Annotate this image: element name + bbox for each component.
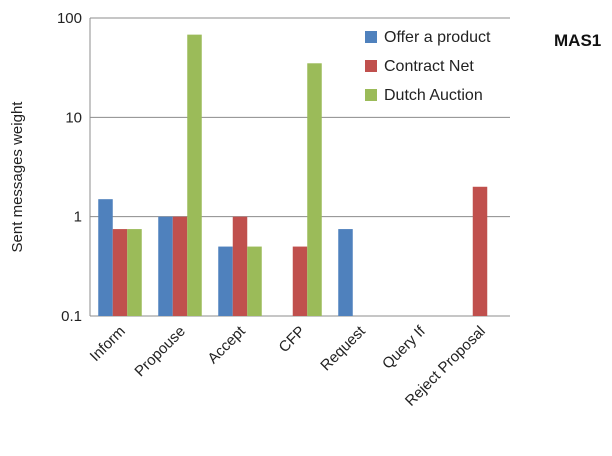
bar-propouse-offer-a-product bbox=[158, 216, 173, 316]
bar-propouse-contract-net bbox=[172, 216, 188, 316]
bar-reject-proposal-contract-net bbox=[472, 186, 488, 316]
y-tick-labels: 100 10 1 0.1 bbox=[57, 10, 82, 325]
y-axis-label: Sent messages weight bbox=[9, 101, 26, 253]
bar-inform-contract-net bbox=[112, 229, 128, 316]
x-tick-label: Propouse bbox=[131, 323, 188, 380]
bar-accept-contract-net bbox=[232, 216, 248, 316]
y-tick-label: 100 bbox=[57, 10, 82, 27]
legend-swatch bbox=[365, 89, 377, 101]
bar-propouse-dutch-auction bbox=[187, 34, 202, 316]
bar-accept-dutch-auction bbox=[247, 246, 262, 316]
legend-swatch bbox=[365, 60, 377, 72]
x-tick-label: Accept bbox=[204, 322, 249, 367]
bar-inform-offer-a-product bbox=[98, 199, 113, 316]
chart-side-label: MAS1 bbox=[554, 31, 601, 50]
bars bbox=[98, 34, 488, 316]
legend-swatch bbox=[365, 31, 377, 43]
legend-label: Dutch Auction bbox=[384, 87, 483, 104]
bar-inform-dutch-auction bbox=[127, 229, 142, 316]
bar-cfp-dutch-auction bbox=[307, 63, 322, 316]
bar-cfp-contract-net bbox=[292, 246, 308, 316]
x-tick-labels: Inform Propouse Accept CFP Request Query IfRe… bbox=[87, 322, 489, 409]
x-tick-label: Query If bbox=[379, 322, 429, 372]
bar-request-offer-a-product bbox=[338, 229, 353, 316]
legend: Offer a product Contract Net Dutch Auction bbox=[365, 29, 491, 104]
x-tick-label: Inform bbox=[87, 323, 129, 365]
bar-accept-offer-a-product bbox=[218, 246, 233, 316]
x-tick-label: Request bbox=[317, 322, 369, 374]
y-tick-label: 10 bbox=[65, 109, 82, 126]
legend-label: Contract Net bbox=[384, 58, 474, 75]
y-tick-label: 0.1 bbox=[61, 308, 82, 325]
y-tick-label: 1 bbox=[74, 209, 82, 226]
legend-label: Offer a product bbox=[384, 29, 491, 46]
x-tick-label: CFP bbox=[276, 323, 309, 356]
